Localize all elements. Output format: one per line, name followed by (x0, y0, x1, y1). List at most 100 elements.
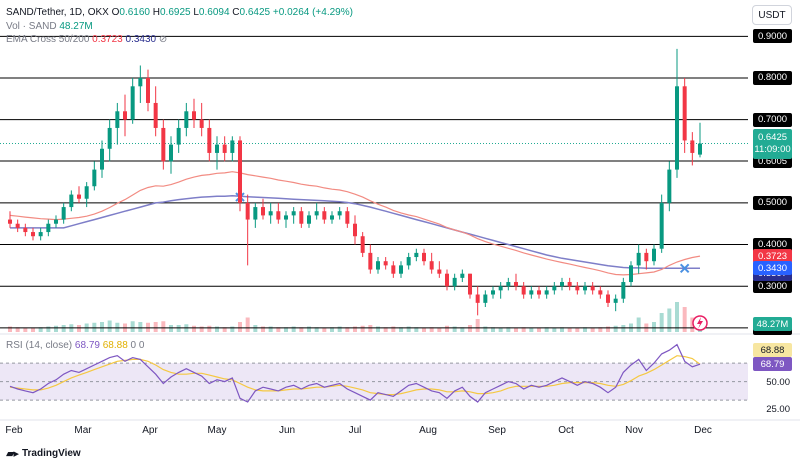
volume-bar (345, 327, 350, 332)
time-axis-label: Nov (625, 425, 643, 436)
volume-bar (276, 327, 281, 332)
price-level-tag: 0.4000 (753, 237, 792, 252)
candle (337, 207, 342, 220)
volume-bar (659, 313, 664, 332)
candle-body (107, 127, 112, 149)
candle-body (475, 294, 480, 303)
alert-lightning-icon[interactable] (692, 315, 708, 331)
ema-label: EMA Cross 50/200 (6, 34, 90, 45)
candle (353, 215, 357, 245)
volume-bar (544, 327, 549, 332)
volume-bar (667, 308, 672, 332)
volume-bar (8, 326, 12, 332)
candle (575, 282, 580, 295)
candle (606, 290, 610, 308)
candle-body (659, 202, 664, 249)
candle-body (330, 215, 334, 220)
candle-body (468, 273, 472, 295)
candle-body (491, 290, 495, 295)
rsi-label: RSI (14, close) (6, 340, 73, 351)
volume-bar (245, 317, 250, 332)
candle-body (675, 86, 679, 170)
candle-body (337, 211, 342, 216)
candle-body (176, 127, 181, 145)
candle-body (636, 252, 641, 266)
price-level-tag: 0.3000 (753, 279, 792, 294)
candle-body (345, 211, 350, 224)
volume-bar (215, 326, 219, 332)
candle (682, 77, 687, 153)
candle-body (552, 286, 557, 291)
candle (299, 207, 304, 228)
candle-body (31, 232, 35, 237)
currency-button[interactable]: USDT (752, 5, 792, 25)
candle (560, 277, 564, 291)
candle-body (613, 298, 618, 303)
candle (115, 102, 120, 145)
time-axis-label: Sep (488, 425, 506, 436)
candle-body (222, 144, 227, 153)
candle (445, 269, 449, 291)
volume-label: Vol · SAND (6, 21, 57, 32)
candle (322, 207, 327, 224)
time-axis-label: Jun (278, 425, 296, 436)
candle-body (138, 77, 143, 87)
volume-legend: Vol · SAND 48.27M (6, 21, 93, 33)
volume-bar (107, 320, 112, 332)
symbol-name: SAND/Tether, 1D, OKX (6, 7, 109, 18)
ema200-price-tag: 0.3430 (753, 261, 792, 276)
volume-bar (268, 326, 273, 332)
candle-body (184, 111, 189, 128)
candle-body (445, 273, 449, 287)
candle (138, 65, 143, 103)
candle (314, 202, 319, 220)
candle (107, 119, 112, 162)
candle-body (583, 286, 587, 291)
candle (184, 102, 189, 137)
candle (261, 198, 265, 220)
candle (667, 161, 672, 212)
rsi-legend: RSI (14, close) 68.79 68.88 0 0 (6, 340, 144, 352)
volume-value: 48.27M (59, 21, 93, 32)
candle (514, 273, 518, 291)
candle-body (506, 282, 511, 287)
volume-bar (169, 325, 173, 332)
volume-bar (475, 319, 480, 332)
volume-bar (406, 326, 411, 332)
candle (483, 290, 488, 308)
candle-body (598, 290, 603, 295)
volume-bar (514, 328, 518, 332)
volume-bar (483, 326, 488, 332)
candle-body (682, 86, 687, 141)
candle (61, 202, 66, 224)
candle-body (521, 286, 526, 295)
candle (383, 257, 388, 270)
candle-body (606, 294, 610, 303)
candle-body (207, 127, 212, 153)
tradingview-logo[interactable]: ▰▸ TradingView (6, 447, 81, 460)
volume-bar (506, 327, 511, 332)
symbol-legend: SAND/Tether, 1D, OKX O0.6160 H0.6925 L0.… (6, 7, 353, 19)
volume-bar (613, 325, 618, 332)
candle (46, 219, 51, 237)
candle-body (161, 127, 166, 162)
candle (100, 140, 104, 178)
candle-body (383, 261, 388, 266)
volume-bar (652, 322, 656, 332)
candle (92, 161, 97, 191)
candle-body (629, 265, 633, 283)
candle (636, 244, 641, 274)
volume-bar (192, 325, 196, 332)
volume-bar (682, 307, 687, 332)
volume-bar (330, 327, 334, 332)
candle-body (360, 236, 365, 253)
ema-cross-marker (679, 263, 690, 273)
volume-bar (207, 325, 212, 332)
candle (207, 119, 212, 162)
candle-body (92, 169, 97, 187)
volume-bar (222, 327, 227, 332)
candle (345, 207, 350, 228)
ema-settings-icon[interactable]: ⊘ (158, 34, 168, 45)
